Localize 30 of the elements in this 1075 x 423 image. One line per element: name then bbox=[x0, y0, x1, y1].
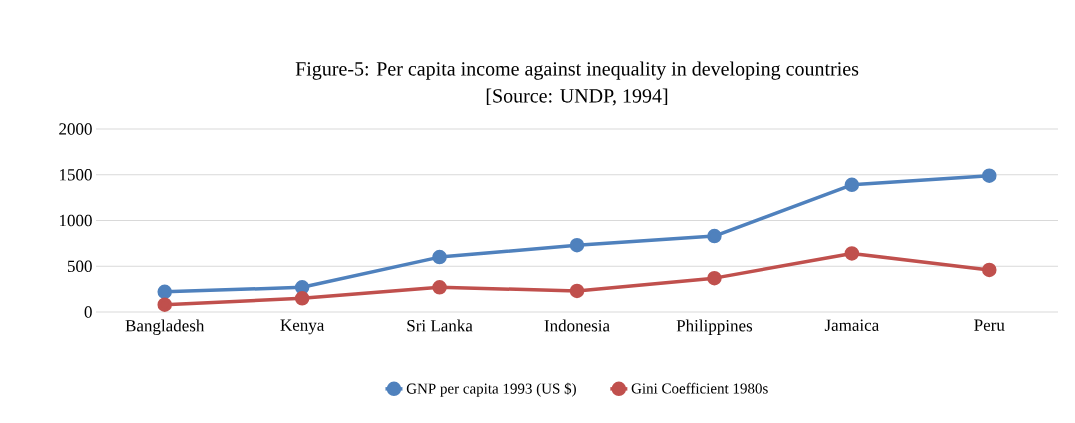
point bbox=[294, 291, 310, 306]
y-tick-label: 0 bbox=[84, 306, 92, 318]
point bbox=[844, 246, 860, 261]
x-tick-label: Sri Lanka bbox=[407, 319, 473, 332]
point bbox=[569, 237, 585, 253]
chart-subtitle: [Source: UNDP, 1994] bbox=[486, 88, 668, 106]
point bbox=[707, 228, 722, 244]
point bbox=[982, 168, 997, 183]
point bbox=[432, 280, 447, 295]
point bbox=[432, 249, 447, 265]
point bbox=[707, 270, 722, 286]
point bbox=[844, 177, 860, 193]
point bbox=[982, 262, 997, 278]
y-tick-label: 1500 bbox=[59, 169, 92, 181]
y-tick-label: 1000 bbox=[59, 214, 92, 227]
x-tick-label: Indonesia bbox=[544, 319, 610, 332]
x-tick-label: Jamaica bbox=[824, 319, 880, 331]
point bbox=[569, 283, 585, 299]
point bbox=[157, 284, 172, 300]
x-tick-label: Peru bbox=[974, 319, 1005, 331]
point bbox=[157, 297, 172, 312]
legend-label: GNP per capita 1993 (US $) bbox=[406, 382, 576, 397]
point bbox=[294, 280, 310, 295]
x-tick-label: Kenya bbox=[280, 319, 325, 335]
chart-title: Figure-5: Per capita income against inequality in developing countries bbox=[295, 61, 859, 80]
x-tick-label: Bangladesh bbox=[125, 319, 205, 335]
y-tick-label: 2000 bbox=[59, 123, 92, 135]
y-tick-label: 500 bbox=[67, 260, 92, 272]
legend-label: Gini Coefficient 1980s bbox=[631, 382, 768, 394]
x-tick-label: Philippines bbox=[676, 319, 753, 335]
